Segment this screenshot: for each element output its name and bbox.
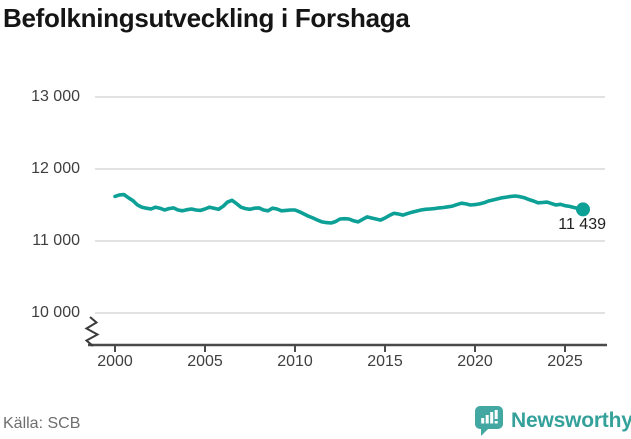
newsworthy-logo[interactable]: Newsworthy <box>474 405 631 437</box>
x-tick-label-2005: 2005 <box>187 353 223 370</box>
newsworthy-wordmark: Newsworthy <box>511 409 631 432</box>
x-tick-label-2015: 2015 <box>367 353 403 370</box>
x-tick-label-2025: 2025 <box>547 353 583 370</box>
y-tick-label-10000: 10 000 <box>31 304 80 321</box>
newsworthy-icon <box>475 406 503 436</box>
y-tick-label-11000: 11 000 <box>32 232 80 249</box>
x-tick-label-2020: 2020 <box>457 353 493 370</box>
population-series-line <box>113 192 585 225</box>
chart-title: Befolkningsutveckling i Forshaga <box>3 3 410 33</box>
x-tick-label-2010: 2010 <box>277 353 313 370</box>
source-label: Källa: SCB <box>3 415 81 432</box>
y-axis-break-icon <box>84 316 100 347</box>
x-tick-label-2000: 2000 <box>97 353 133 370</box>
y-tick-label-12000: 12 000 <box>31 160 80 177</box>
y-tick-label-13000: 13 000 <box>31 88 80 105</box>
last-point-dot <box>576 202 590 217</box>
last-value-label: 11 439 <box>558 216 606 233</box>
